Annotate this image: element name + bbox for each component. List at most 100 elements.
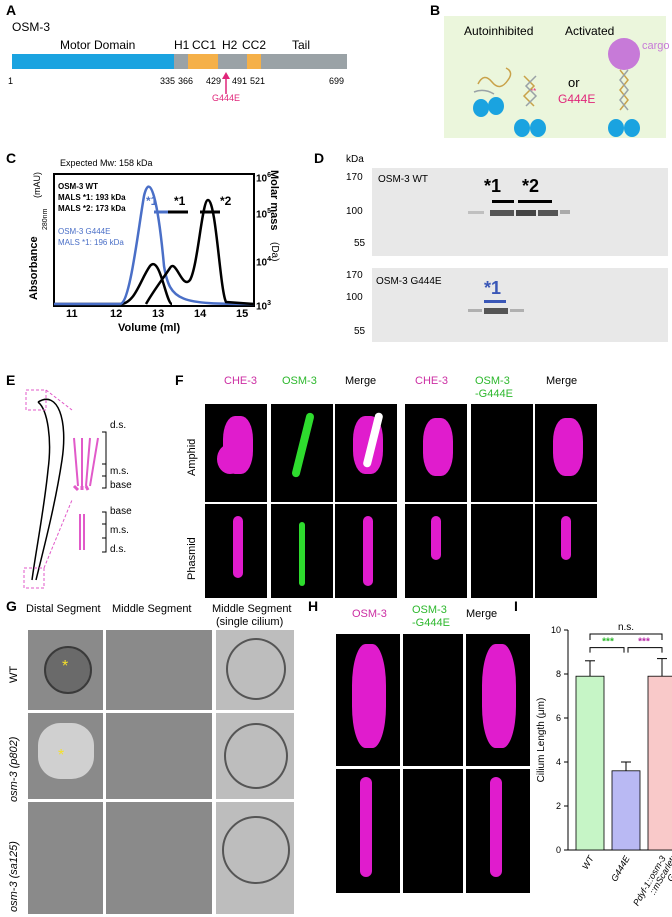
cargo-label: cargo <box>642 40 670 52</box>
panel-label-i: I <box>514 598 518 614</box>
y2tick-6: 106 <box>256 172 272 185</box>
gel-bottom-tick-170: 170 <box>346 270 363 281</box>
g-col1: Distal Segment <box>26 603 101 615</box>
wt-title: OSM-3 WT <box>58 182 98 191</box>
tick-1: 1 <box>8 76 14 86</box>
mut-mals1: MALS *1: 196 kDa <box>58 238 124 247</box>
domain-bar <box>12 54 347 69</box>
g-col3-2: (single cilium) <box>216 616 284 628</box>
f-amphid-osm3b <box>471 404 533 502</box>
y-tick-label: 8 <box>556 669 561 679</box>
e-ds2: d.s. <box>110 544 127 555</box>
h2-label: H2 <box>222 38 238 52</box>
g-wt-single <box>216 630 294 710</box>
sig-left-label: *** <box>602 637 614 648</box>
e-ms2: m.s. <box>110 525 129 536</box>
or-label: or <box>568 75 580 90</box>
e-base: base <box>110 480 132 491</box>
g-p802-middle <box>106 713 212 799</box>
y-axis-label: Cilium Length (μm) <box>536 698 547 783</box>
h-bottom-merge <box>466 769 530 893</box>
f-hdr-che3b: CHE-3 <box>415 375 449 387</box>
h-hdr-osm3: OSM-3 <box>352 608 387 620</box>
gel-wt-peak2: *2 <box>522 176 540 196</box>
panel-label-c: C <box>6 150 17 166</box>
e-base2: base <box>110 506 132 517</box>
g-wt-middle <box>106 630 212 710</box>
h-top-merge <box>466 634 530 766</box>
f-amphid-merge <box>335 404 397 502</box>
g-sa125-distal <box>28 802 103 914</box>
f-phasmid-mergeb <box>535 504 597 598</box>
gel-g444e: OSM-3 G444E *1 <box>372 268 668 342</box>
peak-label-mut1: *1 <box>146 194 158 208</box>
tick-429: 429 <box>206 76 222 86</box>
gel-wt-peak1: *1 <box>484 176 502 196</box>
f-hdr-merge: Merge <box>345 375 377 387</box>
sig-bracket-right <box>627 647 663 653</box>
tail-label: Tail <box>292 38 311 52</box>
tick-335: 335 <box>160 76 176 86</box>
x-category-label: WT <box>580 853 596 871</box>
peak-label-wt1: *1 <box>174 194 186 208</box>
cc1-label: CC1 <box>192 38 217 52</box>
worm-schematic <box>23 389 107 589</box>
cc2-label: CC2 <box>242 38 267 52</box>
f-phasmid-che3 <box>205 504 267 598</box>
f-amphid-mergeb <box>535 404 597 502</box>
g-wt-distal: * <box>28 630 103 710</box>
gel-top-tick-55: 55 <box>354 238 366 249</box>
tick-491: 491 <box>232 76 248 86</box>
xtick-14: 14 <box>194 308 207 320</box>
tick-366: 366 <box>178 76 194 86</box>
mutation-arrow-icon <box>222 72 230 94</box>
mutation-stars: ** <box>530 87 537 96</box>
motor-domain-label: Motor Domain <box>60 38 136 52</box>
f-phasmid-merge <box>335 504 397 598</box>
sig-right-label: *** <box>638 637 650 648</box>
gel-bottom-tick-55: 55 <box>354 326 366 337</box>
activated-label: Activated <box>565 24 615 38</box>
e-ds: d.s. <box>110 420 127 431</box>
sig-ns-label: n.s. <box>618 622 634 633</box>
h-hdr-osm3b-1: OSM-3 <box>412 604 447 616</box>
x-category-label: G444E <box>609 853 632 883</box>
y-tick-label: 6 <box>556 713 561 723</box>
y2tick-3: 103 <box>256 300 272 313</box>
panel-label-d: D <box>314 150 325 166</box>
y-tick-label: 2 <box>556 801 561 811</box>
gel-wt-bar1 <box>492 200 514 203</box>
mut-title: OSM-3 G444E <box>58 227 111 236</box>
mutation-label: G444E <box>212 93 241 103</box>
sig-bracket-left <box>589 647 625 653</box>
c-ylabel-sub: 280nm <box>42 208 49 230</box>
peak-label-wt2: *2 <box>220 194 232 208</box>
bar <box>575 675 605 851</box>
tick-521: 521 <box>250 76 266 86</box>
y2tick-5: 105 <box>256 208 272 221</box>
g-col3-1: Middle Segment <box>212 603 292 615</box>
osm3-title: OSM-3 <box>12 20 51 34</box>
f-amphid-che3 <box>205 404 267 502</box>
f-phasmid-osm3 <box>271 504 333 598</box>
h-hdr-osm3b-2: -G444E <box>412 617 450 629</box>
autoinhibited-label: Autoinhibited <box>464 24 534 38</box>
g-sa125-middle <box>106 802 212 914</box>
g-sa125-single <box>216 802 294 914</box>
bar <box>611 770 641 851</box>
sig-bracket-ns <box>589 633 663 640</box>
gel-top-tick-170: 170 <box>346 172 363 183</box>
f-hdr-che3: CHE-3 <box>224 375 258 387</box>
xtick-15: 15 <box>236 308 249 320</box>
g-col2: Middle Segment <box>112 603 192 615</box>
g444e-label: G444E <box>558 92 596 106</box>
gel-wt: OSM-3 WT *1 *2 <box>372 168 668 256</box>
gel-mut-peak1: *1 <box>484 278 502 298</box>
f-row-phasmid: Phasmid <box>186 537 198 580</box>
bar <box>647 675 672 851</box>
wt-mals1: MALS *1: 193 kDa <box>58 193 126 202</box>
expected-mw: Expected Mw: 158 kDa <box>60 158 153 168</box>
panel-label-e: E <box>6 372 16 388</box>
gel-top-tick-100: 100 <box>346 206 363 217</box>
